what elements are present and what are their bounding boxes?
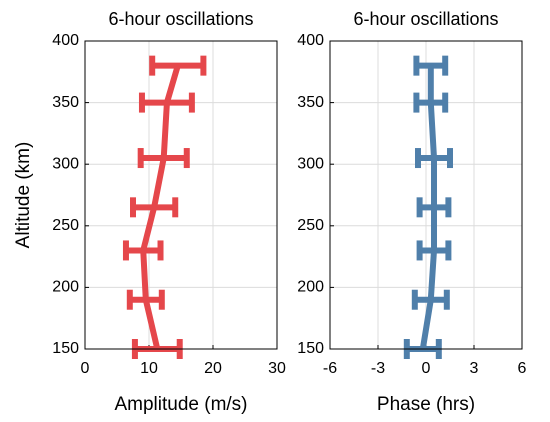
x-tick-label: 10 bbox=[140, 360, 158, 377]
y-tick-label: 200 bbox=[52, 279, 79, 296]
x-tick-label: 20 bbox=[204, 360, 222, 377]
y-tick-label: 400 bbox=[297, 32, 324, 49]
x-axis-label: Amplitude (m/s) bbox=[114, 394, 247, 415]
line bbox=[140, 64, 181, 350]
chart-title: 6-hour oscillations bbox=[108, 9, 253, 29]
plot-area bbox=[85, 41, 277, 349]
plot-frame bbox=[329, 40, 523, 350]
y-axis-label: Altitude (km) bbox=[13, 142, 34, 249]
y-tick-label: 300 bbox=[52, 155, 79, 172]
x-tick-label: -6 bbox=[323, 360, 337, 377]
x-tick-label: 6 bbox=[518, 360, 527, 377]
y-tick-label: 400 bbox=[52, 32, 79, 49]
x-tick-label: 30 bbox=[268, 360, 286, 377]
y-tick-label: 150 bbox=[297, 340, 324, 357]
y-tick-label: 350 bbox=[52, 94, 79, 111]
plot-frame bbox=[84, 40, 278, 350]
y-tick-label: 200 bbox=[297, 279, 324, 296]
x-tick-label: 0 bbox=[422, 360, 431, 377]
y-tick-label: 150 bbox=[52, 340, 79, 357]
x-axis-label: Phase (hrs) bbox=[377, 394, 475, 415]
y-tick-label: 350 bbox=[297, 94, 324, 111]
x-tick-label: 3 bbox=[470, 360, 479, 377]
y-tick-label: 250 bbox=[52, 217, 79, 234]
x-tick-label: 0 bbox=[81, 360, 90, 377]
y-tick-label: 250 bbox=[297, 217, 324, 234]
x-tick-label: -3 bbox=[371, 360, 385, 377]
y-tick-label: 300 bbox=[297, 155, 324, 172]
line bbox=[419, 65, 437, 350]
chart-title: 6-hour oscillations bbox=[353, 9, 498, 29]
